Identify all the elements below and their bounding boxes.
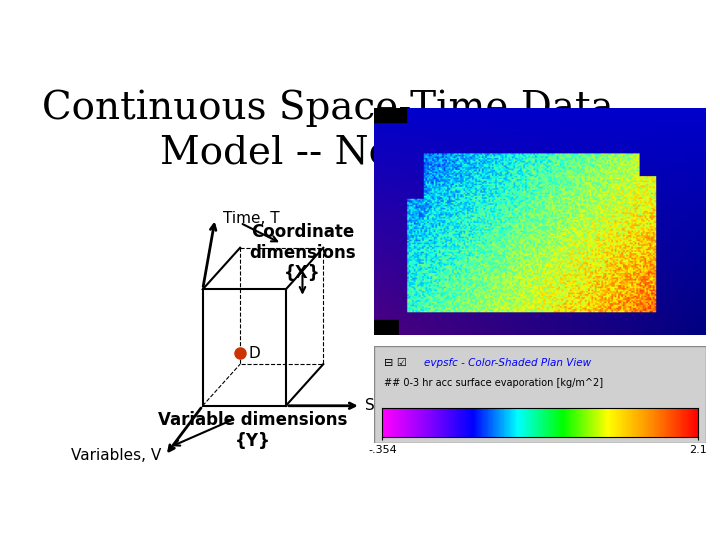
Text: Space, L: Space, L: [365, 399, 430, 413]
Text: Continuous Space-Time Data: Continuous Space-Time Data: [42, 90, 613, 127]
Text: Coordinate
dimensions
{X}: Coordinate dimensions {X}: [249, 223, 356, 282]
Text: Variable dimensions
{Y}: Variable dimensions {Y}: [158, 411, 347, 450]
Text: Variables, V: Variables, V: [71, 448, 161, 463]
Text: Model -- NetCDF: Model -- NetCDF: [160, 136, 495, 172]
Text: Time, T: Time, T: [223, 211, 280, 226]
Text: ## 0-3 hr acc surface evaporation [kg/m^2]: ## 0-3 hr acc surface evaporation [kg/m^…: [384, 377, 603, 388]
Text: evpsfc - Color-Shaded Plan View: evpsfc - Color-Shaded Plan View: [424, 358, 591, 368]
Text: D: D: [248, 346, 260, 361]
FancyBboxPatch shape: [374, 346, 706, 443]
Text: ⊟ ☑: ⊟ ☑: [384, 358, 408, 368]
